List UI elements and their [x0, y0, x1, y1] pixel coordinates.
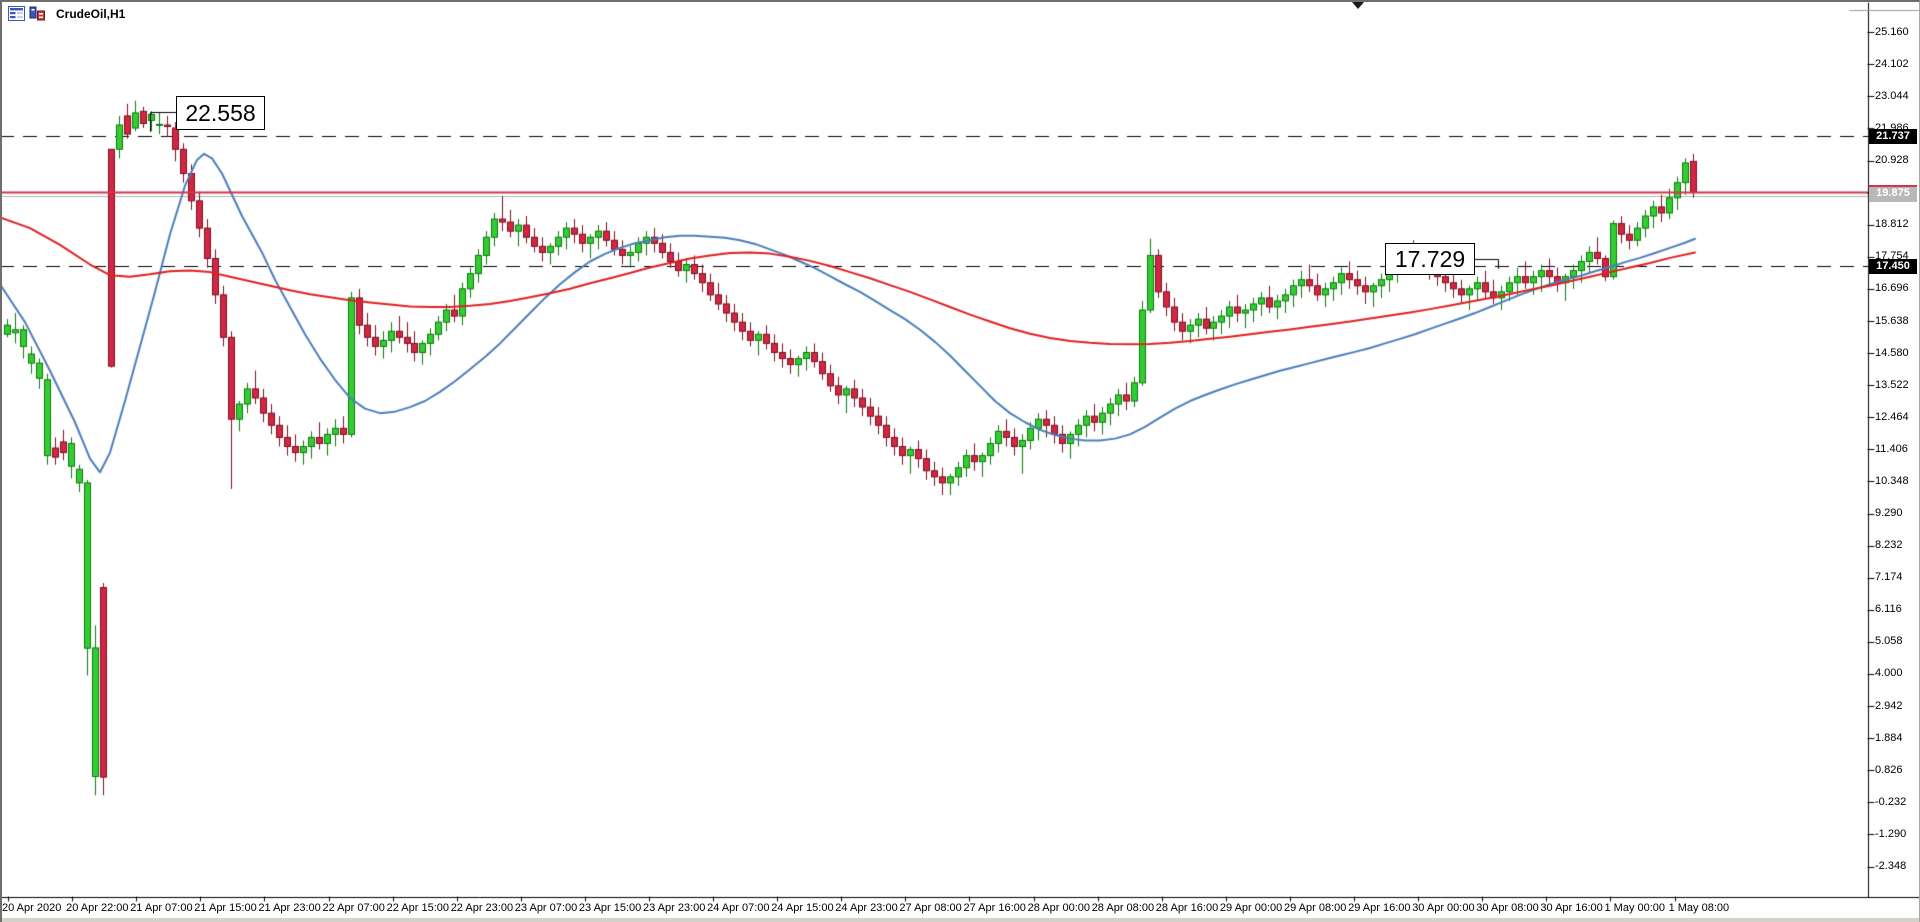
time-tick-label: 30 Apr 00:00	[1412, 902, 1475, 914]
time-tick-label: 22 Apr 15:00	[386, 902, 449, 914]
time-tick-label: 28 Apr 16:00	[1155, 902, 1219, 914]
price-tick-label: 11.406	[1875, 442, 1908, 455]
price-tick-label: 0.826	[1875, 763, 1903, 776]
time-tick-label: 29 Apr 08:00	[1284, 902, 1347, 914]
price-tick-label: 1.884	[1875, 731, 1903, 744]
time-tick-label: 30 Apr 16:00	[1540, 902, 1603, 914]
time-tick-label: 24 Apr 23:00	[835, 902, 898, 914]
price-tick-label: 4.000	[1875, 667, 1903, 680]
time-tick-label: 1 May 08:00	[1668, 902, 1730, 914]
time-tick-label: 20 Apr 2020	[2, 902, 62, 914]
level-label-upper: 21.737	[1869, 128, 1917, 144]
level-label-lower: 17.450	[1869, 258, 1917, 274]
low-callout[interactable]: 17.729	[1385, 243, 1475, 275]
time-tick-label: 21 Apr 07:00	[130, 902, 193, 914]
time-tick-label: 23 Apr 15:00	[578, 902, 642, 914]
price-tick-label: 8.232	[1875, 539, 1903, 552]
price-tick-label: 7.174	[1875, 571, 1903, 584]
time-tick-label: 22 Apr 23:00	[450, 902, 514, 914]
time-tick-label: 21 Apr 23:00	[258, 902, 321, 914]
price-tick-label: 24.102	[1875, 57, 1909, 70]
price-tick-label: 5.058	[1875, 635, 1903, 648]
price-tick-label: -0.232	[1875, 795, 1907, 808]
price-tick-label: 16.696	[1875, 282, 1909, 295]
time-tick-label: 23 Apr 07:00	[514, 902, 578, 914]
price-tick-label: 25.160	[1875, 25, 1909, 38]
chart-bars-icon	[29, 6, 46, 21]
price-tick-label: 15.638	[1875, 314, 1909, 327]
price-tick-label: 20.928	[1875, 154, 1909, 167]
time-tick-label: 30 Apr 08:00	[1476, 902, 1539, 914]
time-tick-label: 28 Apr 08:00	[1091, 902, 1155, 914]
bottom-strip	[0, 918, 1920, 922]
time-tick-label: 23 Apr 23:00	[643, 902, 706, 914]
time-tick-label: 20 Apr 22:00	[66, 902, 129, 914]
price-tick-label: 6.116	[1875, 603, 1902, 616]
price-tick-label: -2.348	[1875, 860, 1907, 873]
price-tick-label: 9.290	[1875, 507, 1903, 520]
price-tick-label: 23.044	[1875, 89, 1909, 102]
time-tick-label: 1 May 00:00	[1604, 902, 1666, 914]
time-tick-label: 29 Apr 16:00	[1348, 902, 1411, 914]
time-tick-label: 29 Apr 00:00	[1219, 902, 1283, 914]
time-tick-label: 22 Apr 07:00	[322, 902, 385, 914]
chart-title-bar: CrudeOil,H1	[8, 6, 125, 21]
symbol-quotes-icon	[8, 6, 25, 21]
price-tick-label: 18.812	[1875, 218, 1909, 231]
time-tick-label: 21 Apr 15:00	[194, 902, 257, 914]
time-tick-label: 27 Apr 16:00	[963, 902, 1026, 914]
price-tick-label: 2.942	[1875, 699, 1903, 712]
price-tick-label: -1.290	[1875, 827, 1907, 840]
price-tick-label: 12.464	[1875, 410, 1909, 423]
time-tick-label: 28 Apr 00:00	[1027, 902, 1090, 914]
high-callout[interactable]: 22.558	[176, 96, 265, 130]
time-tick-label: 24 Apr 07:00	[707, 902, 770, 914]
time-tick-label: 24 Apr 15:00	[771, 902, 834, 914]
price-tick-label: 10.348	[1875, 474, 1909, 487]
current-price-label: 19.875	[1869, 185, 1917, 202]
time-tick-label: 27 Apr 08:00	[899, 902, 962, 914]
chart-shift-marker	[1352, 2, 1364, 9]
price-tick-label: 13.522	[1875, 378, 1909, 391]
chart-title: CrudeOil,H1	[56, 6, 126, 21]
price-tick-label: 14.580	[1875, 346, 1909, 359]
